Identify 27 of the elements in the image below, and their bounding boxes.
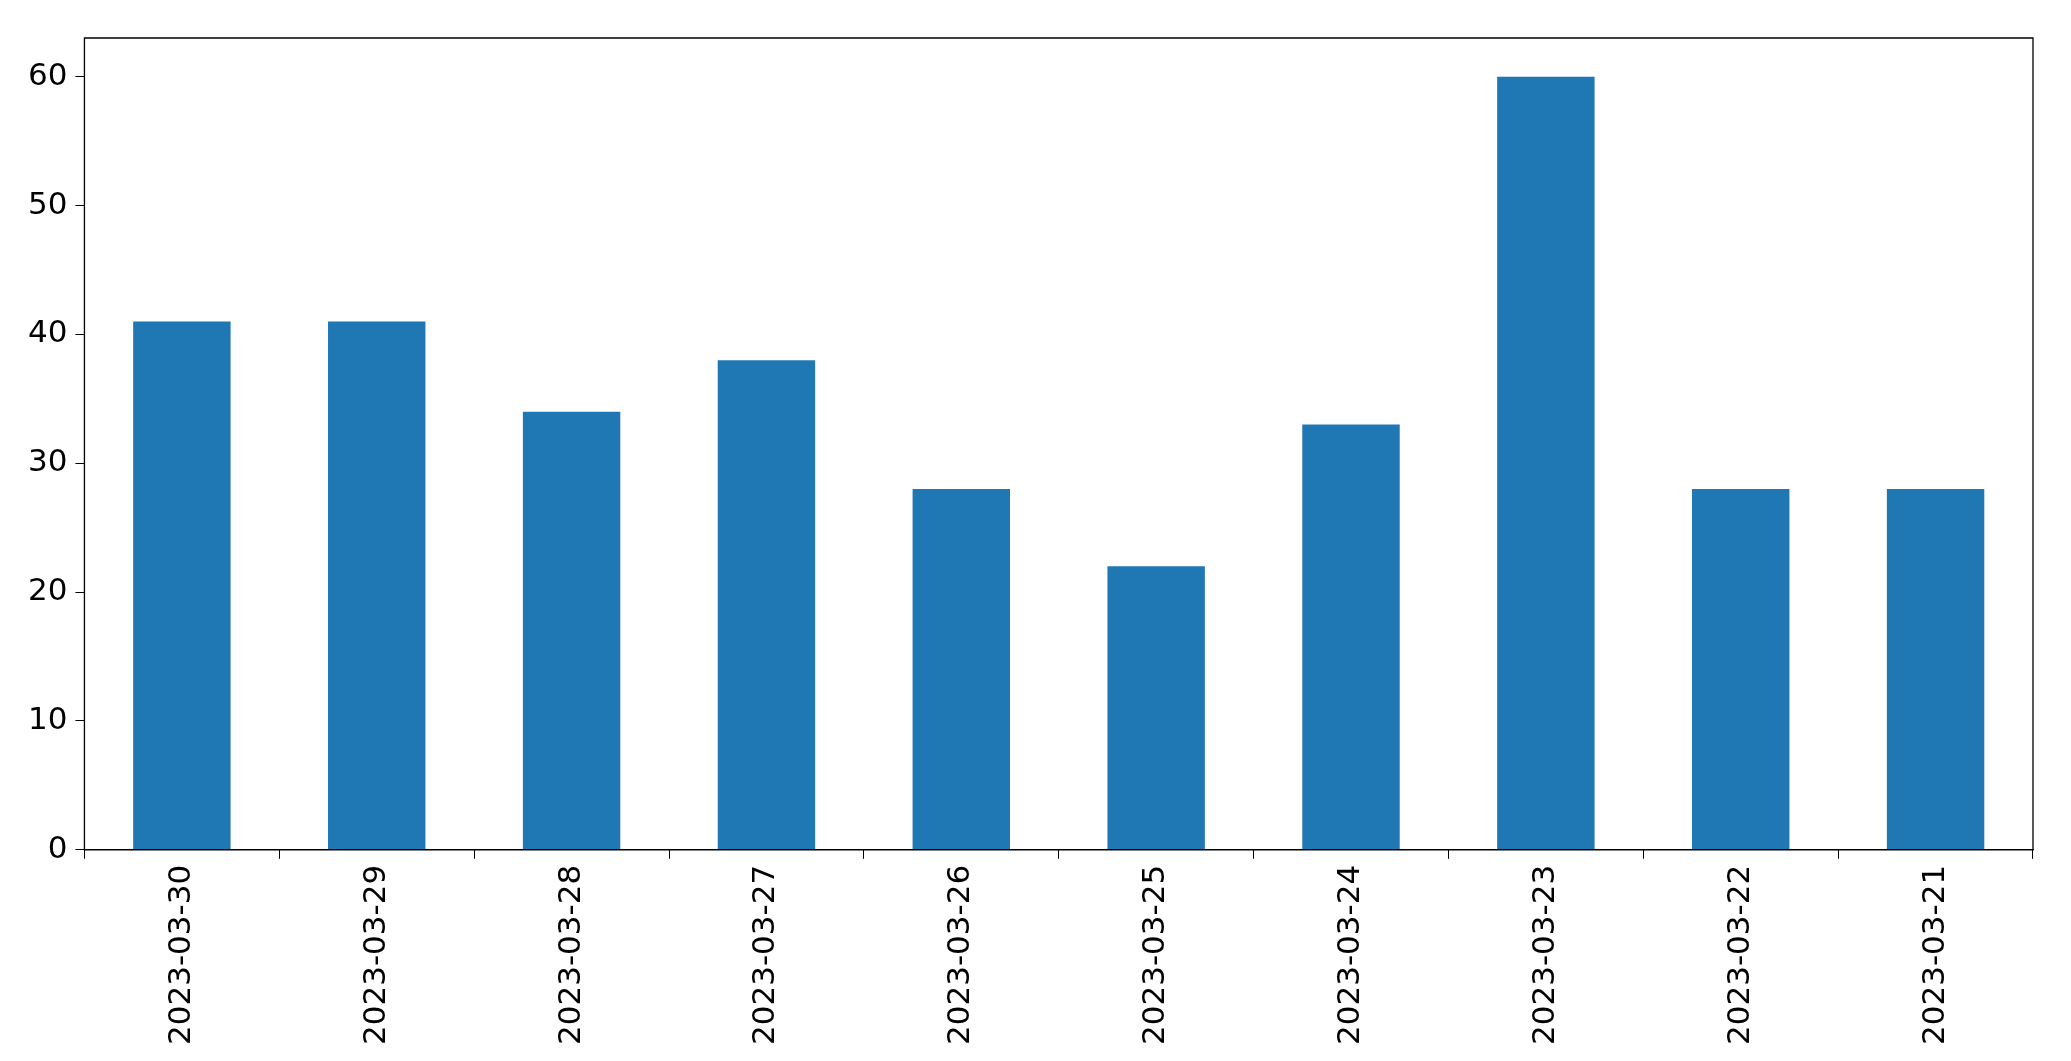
x-tick-label: 2023-03-30 (160, 864, 197, 1046)
x-tick-label: 2023-03-26 (940, 864, 977, 1046)
bar (1497, 76, 1595, 850)
bar (1886, 489, 1985, 850)
y-tick-label: 10 (27, 700, 68, 737)
bar (1302, 424, 1400, 850)
y-tick-label: 50 (27, 184, 68, 221)
x-tick-label: 2023-03-29 (355, 864, 392, 1046)
y-tick-label: 0 (47, 828, 68, 865)
x-tick-label: 2023-03-23 (1524, 864, 1561, 1046)
y-tick-label: 30 (27, 442, 68, 479)
x-tick-label: 2023-03-28 (550, 864, 587, 1046)
y-tick-label: 20 (27, 571, 68, 608)
x-tick-label: 2023-03-27 (745, 864, 782, 1046)
x-tick-label: 2023-03-25 (1135, 864, 1172, 1046)
x-tick-label: 2023-03-22 (1719, 864, 1756, 1046)
x-tick-label: 2023-03-21 (1914, 864, 1951, 1046)
bar (912, 489, 1011, 850)
bar (717, 360, 816, 850)
bar (1107, 566, 1205, 850)
y-tick-label: 60 (27, 55, 68, 92)
bar (1692, 489, 1790, 850)
x-tick-label: 2023-03-24 (1330, 864, 1367, 1046)
bar (133, 321, 231, 850)
bar (522, 411, 621, 850)
bar (328, 321, 426, 850)
y-tick-label: 40 (27, 313, 68, 350)
